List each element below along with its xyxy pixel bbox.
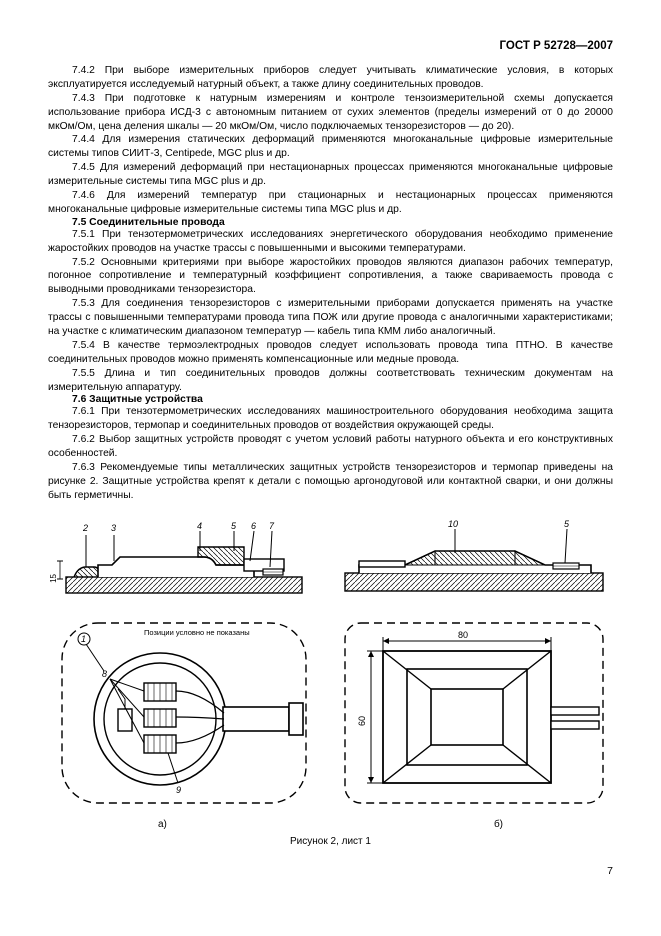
svg-text:7: 7 — [269, 521, 275, 531]
dim-15: 15 — [49, 573, 58, 582]
svg-text:5: 5 — [564, 519, 570, 529]
doc-header: ГОСТ Р 52728—2007 — [48, 40, 613, 52]
figure-note: Позиции условно не показаны — [144, 628, 250, 637]
para-7-6-3: 7.6.3 Рекомендуемые типы металлических з… — [48, 461, 613, 503]
figure-2b-section: 10 5 — [335, 517, 613, 605]
figure-2a-section: 15 2 3 4 5 6 7 — [48, 517, 320, 605]
figure-caption: Рисунок 2, лист 1 — [48, 836, 613, 847]
svg-text:9: 9 — [176, 785, 181, 795]
page-number: 7 — [48, 865, 613, 877]
para-7-4-2: 7.4.2 При выборе измерительных приборов … — [48, 64, 613, 92]
figure-2b-plan: 80 60 — [335, 611, 613, 815]
section-7-6: 7.6 Защитные устройства — [48, 394, 613, 405]
svg-text:8: 8 — [102, 669, 107, 679]
svg-text:4: 4 — [197, 521, 202, 531]
para-7-4-6: 7.4.6 Для измерений температур при стаци… — [48, 189, 613, 217]
para-7-6-1: 7.6.1 При тензотермометрических исследов… — [48, 405, 613, 433]
para-7-5-2: 7.5.2 Основными критериями при выборе жа… — [48, 256, 613, 298]
svg-text:6: 6 — [251, 521, 256, 531]
svg-text:2: 2 — [82, 523, 88, 533]
section-7-5: 7.5 Соединительные провода — [48, 217, 613, 228]
figure-2: 15 2 3 4 5 6 7 — [48, 517, 613, 847]
svg-text:80: 80 — [458, 630, 468, 640]
svg-text:10: 10 — [448, 519, 458, 529]
para-7-5-4: 7.5.4 В качестве термоэлектродных провод… — [48, 339, 613, 367]
para-7-6-2: 7.6.2 Выбор защитных устройств проводят … — [48, 433, 613, 461]
para-7-4-4: 7.4.4 Для измерения статических деформац… — [48, 133, 613, 161]
figure-label-b: б) — [494, 819, 503, 830]
para-7-4-5: 7.4.5 Для измерений деформаций при неста… — [48, 161, 613, 189]
svg-text:3: 3 — [111, 523, 116, 533]
svg-text:60: 60 — [357, 716, 367, 726]
para-7-5-3: 7.5.3 Для соединения тензорезисторов с и… — [48, 297, 613, 339]
para-7-5-1: 7.5.1 При тензотермометрических исследов… — [48, 228, 613, 256]
para-7-5-5: 7.5.5 Длина и тип соединительных проводо… — [48, 367, 613, 395]
svg-text:5: 5 — [231, 521, 237, 531]
svg-text:1: 1 — [81, 634, 86, 644]
figure-2a-plan: Позиции условно не показаны — [48, 611, 320, 815]
para-7-4-3: 7.4.3 При подготовке к натурным измерени… — [48, 92, 613, 134]
figure-label-a: а) — [158, 819, 167, 830]
